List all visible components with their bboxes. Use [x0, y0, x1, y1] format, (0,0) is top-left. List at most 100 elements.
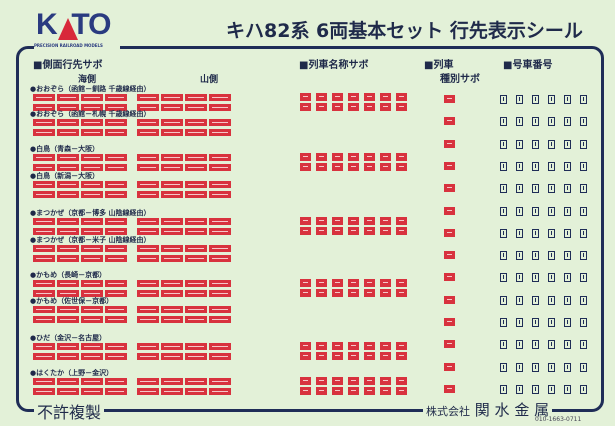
train-type-sticker [444, 384, 455, 393]
train-name-sticker [332, 103, 343, 111]
car-number-sticker [564, 139, 571, 149]
car-number-sticker [532, 340, 539, 350]
train-name-header: ■列車名称サボ [299, 60, 369, 71]
destination-sticker [105, 228, 127, 235]
car-number-sticker [500, 161, 507, 171]
destination-sticker [209, 378, 231, 385]
destination-sticker [57, 290, 79, 297]
car-number-sticker [532, 318, 539, 327]
train-name-sticker [316, 103, 327, 111]
destination-sticker [185, 388, 207, 395]
train-type-sticker [444, 295, 455, 304]
car-number-sticker [580, 251, 587, 261]
train-name-sticker [300, 153, 311, 161]
car-number-sticker [500, 295, 507, 305]
train-name-sticker [332, 163, 343, 171]
destination-sticker [81, 104, 103, 111]
car-number-sticker [516, 184, 523, 194]
destination-sticker [209, 94, 231, 101]
car-number-sticker [516, 117, 523, 127]
destination-sticker [81, 164, 103, 171]
destination-sticker [33, 228, 55, 235]
destination-sticker [137, 255, 159, 262]
train-name-sticker [396, 289, 407, 297]
car-number-sticker [500, 340, 507, 350]
destination-sticker [57, 255, 79, 262]
train-name-sticker [380, 93, 391, 101]
destination-sticker [137, 378, 159, 385]
destination-sticker [209, 191, 231, 198]
train-name-sticker [396, 352, 407, 360]
destination-sticker [137, 316, 159, 323]
destination-sticker [137, 280, 159, 287]
destination-sticker [57, 129, 79, 136]
destination-sticker [105, 306, 127, 313]
car-number-sticker [532, 251, 539, 261]
destination-sticker [137, 306, 159, 313]
destination-sticker [185, 129, 207, 136]
destination-sticker [209, 353, 231, 360]
destination-sticker [209, 129, 231, 136]
train-name-sticker [300, 377, 311, 385]
company-prefix: 株式会社 [426, 405, 470, 418]
destination-sticker [185, 164, 207, 171]
destination-sticker [57, 94, 79, 101]
destination-sticker [81, 353, 103, 360]
destination-sticker [105, 343, 127, 350]
destination-sticker [209, 280, 231, 287]
destination-sticker [137, 388, 159, 395]
destination-sticker [105, 119, 127, 126]
destination-sticker [209, 119, 231, 126]
car-number-sticker [516, 273, 523, 283]
train-name-sticker [364, 387, 375, 395]
destination-sticker [57, 378, 79, 385]
destination-sticker [137, 353, 159, 360]
car-number-sticker [500, 228, 507, 238]
destination-sticker [209, 104, 231, 111]
car-number-sticker [564, 251, 571, 261]
train-name-sticker [300, 289, 311, 297]
car-number-sticker [564, 95, 571, 104]
destination-sticker [161, 255, 183, 262]
destination-sticker [81, 316, 103, 323]
company-label: 関 水 金 属 [474, 401, 550, 419]
train-name-sticker [300, 279, 311, 287]
train-name-sticker [316, 217, 327, 225]
car-number-sticker [500, 206, 507, 216]
train-name-sticker [364, 163, 375, 171]
destination-sticker [137, 119, 159, 126]
train-name-sticker [380, 217, 391, 225]
train-name-sticker [332, 227, 343, 235]
group-label: ●まつかぜ（京都－博多 山陰線経由） [30, 209, 151, 217]
train-name-sticker [316, 377, 327, 385]
train-type-sticker [444, 206, 455, 215]
destination-sticker [81, 343, 103, 350]
train-name-sticker [316, 342, 327, 350]
destination-sticker [161, 181, 183, 188]
car-number-sticker [500, 139, 507, 149]
destination-sticker [185, 343, 207, 350]
car-number-sticker [516, 251, 523, 261]
train-name-sticker [396, 93, 407, 101]
car-number-sticker [564, 184, 571, 194]
destination-sticker [137, 290, 159, 297]
train-name-sticker [396, 163, 407, 171]
no-copy-notice: 不許複製 [34, 399, 105, 423]
destination-sticker [81, 181, 103, 188]
destination-sticker [185, 218, 207, 225]
destination-sticker [81, 290, 103, 297]
group-label: ●おおぞら（函館－札幌 千歳線経由） [30, 110, 151, 118]
destination-sticker [81, 280, 103, 287]
car-number-sticker [516, 206, 523, 216]
destination-sticker [33, 154, 55, 161]
train-type-sticker [444, 228, 455, 237]
destination-sticker [185, 94, 207, 101]
side-header: ■側面行先サボ [33, 60, 103, 71]
train-name-sticker [380, 153, 391, 161]
car-number-sticker [532, 362, 539, 372]
train-name-sticker [332, 352, 343, 360]
train-name-sticker [316, 279, 327, 287]
destination-sticker [209, 316, 231, 323]
train-name-sticker [380, 352, 391, 360]
car-number-sticker [548, 161, 555, 171]
